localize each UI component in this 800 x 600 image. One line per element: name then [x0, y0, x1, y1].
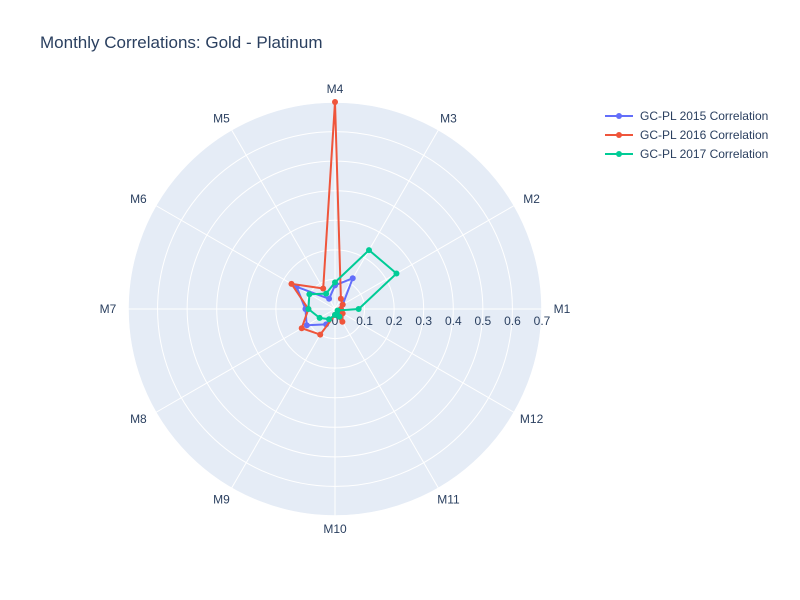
legend-item-2015[interactable]: GC-PL 2015 Correlation	[604, 106, 768, 125]
series-point	[317, 331, 324, 338]
angular-grid-line	[155, 205, 336, 310]
radial-tick-label: 0.3	[415, 314, 432, 328]
legend-swatch-marker	[616, 150, 622, 157]
series-point	[355, 306, 362, 312]
angular-tick-label: M9	[213, 493, 230, 507]
legend-item-2016[interactable]: GC-PL 2016 Correlation	[604, 125, 768, 144]
angular-tick-label: M1	[554, 302, 571, 316]
angular-grid-line	[334, 205, 515, 310]
legend-swatch-marker	[616, 112, 622, 119]
angular-tick-label: M12	[520, 412, 544, 426]
legend-swatch-marker	[616, 131, 622, 138]
angular-grid-line	[231, 308, 336, 489]
series-point	[339, 301, 346, 308]
angular-tick-label: M8	[130, 412, 147, 426]
series-point	[339, 318, 346, 325]
series-point	[326, 295, 333, 302]
series-point	[306, 291, 313, 298]
series-point	[349, 275, 356, 282]
series-point	[334, 307, 341, 314]
series-point	[298, 325, 305, 332]
series-point	[366, 247, 373, 254]
angular-tick-label: M7	[100, 302, 117, 316]
series-point	[316, 314, 323, 321]
series-point	[320, 285, 327, 292]
radial-tick-label: 0.6	[504, 314, 521, 328]
legend-label-2016: GC-PL 2016 Correlation	[640, 127, 769, 142]
radial-tick-label: 0.2	[386, 314, 403, 328]
series-point	[288, 280, 295, 287]
legend-label-2015: GC-PL 2015 Correlation	[640, 108, 769, 123]
angular-grid-line	[334, 308, 439, 489]
series-point	[326, 316, 333, 323]
angular-grid-line	[334, 308, 515, 413]
series-point	[332, 279, 338, 286]
radial-tick-label: 0	[332, 314, 339, 328]
angular-tick-label: M3	[440, 111, 457, 125]
angular-grid-line	[231, 129, 336, 310]
legend-swatch-2016	[605, 131, 633, 138]
radial-tick-label: 0.1	[356, 314, 373, 328]
angular-tick-label: M2	[523, 192, 540, 206]
angular-tick-label: M5	[213, 111, 230, 125]
angular-tick-label: M11	[437, 493, 460, 507]
series-point	[336, 313, 343, 320]
chart-title: Monthly Correlations: Gold - Platinum	[40, 33, 323, 52]
angular-tick-label: M10	[323, 522, 347, 536]
series-point	[305, 306, 312, 312]
legend-item-2017[interactable]: GC-PL 2017 Correlation	[604, 144, 768, 163]
radial-tick-label: 0.5	[475, 314, 492, 328]
radial-tick-label: 0.4	[445, 314, 462, 328]
series-point	[393, 270, 400, 277]
series-point	[303, 322, 310, 329]
series-point	[332, 99, 338, 105]
angular-tick-label: M6	[130, 192, 147, 206]
legend-swatch-2015	[605, 112, 633, 119]
series-point	[337, 295, 344, 302]
legend[interactable]: GC-PL 2015 Correlation GC-PL 2016 Correl…	[604, 106, 768, 163]
series-point	[323, 290, 330, 297]
legend-label-2017: GC-PL 2017 Correlation	[640, 146, 769, 161]
angular-tick-label: M4	[327, 82, 344, 96]
radial-tick-label: 0.7	[534, 314, 551, 328]
legend-swatch-2017	[605, 150, 633, 157]
